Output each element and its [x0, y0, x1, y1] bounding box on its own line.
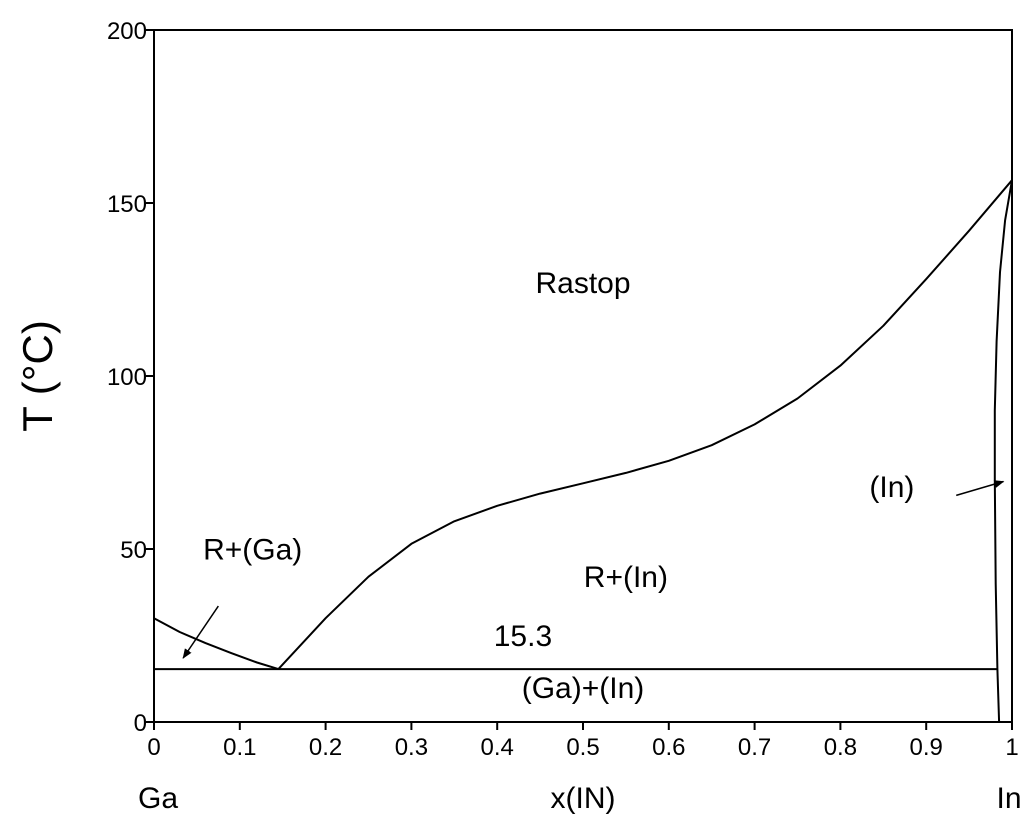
y-tick-label: 0 [134, 710, 147, 737]
x-tick-label: 1 [1005, 734, 1018, 761]
plot-frame [153, 29, 1013, 723]
x-tick-label: 0.4 [481, 734, 514, 761]
left-component-label: Ga [138, 782, 178, 815]
x-axis-title: x(IN) [551, 782, 616, 815]
x-tick-label: 0.6 [652, 734, 685, 761]
region-label: R+(Ga) [203, 533, 302, 566]
annotation-arrow [182, 605, 219, 659]
phase-boundary-line-1 [153, 617, 279, 671]
region-label: R+(In) [584, 561, 668, 594]
phase-boundary-line-2 [277, 179, 1013, 670]
y-tick-label: 200 [107, 18, 147, 45]
x-tick-label: 0.2 [309, 734, 342, 761]
region-label: Rastop [535, 267, 630, 300]
x-tick-label: 0.8 [824, 734, 857, 761]
region-labels: Rastop R+(Ga) R+(In) 15.3 (Ga)+(In) (In) [182, 267, 1005, 705]
x-tick-label: 0.9 [910, 734, 943, 761]
region-label: (In) [869, 471, 914, 504]
right-component-label: In [996, 782, 1021, 815]
x-tick-label: 0.3 [395, 734, 428, 761]
region-label: 15.3 [494, 620, 552, 653]
region-label: (Ga)+(In) [522, 672, 645, 705]
y-axis-ticks: 0 50 100 150 200 [107, 18, 154, 737]
y-tick-label: 150 [107, 191, 147, 218]
x-tick-label: 0 [147, 734, 160, 761]
y-tick-label: 50 [120, 537, 147, 564]
x-axis-ticks: 0 0.1 0.2 0.3 0.4 0.5 0.6 0.7 0.8 0.9 1 [147, 722, 1019, 761]
phase-boundary-line-3 [993, 180, 1013, 723]
y-axis-title: T (°C) [14, 320, 61, 432]
x-tick-label: 0.7 [738, 734, 771, 761]
y-tick-label: 100 [107, 364, 147, 391]
annotation-arrow [956, 480, 1005, 497]
x-tick-label: 0.5 [566, 734, 599, 761]
phase-boundaries [153, 179, 1013, 723]
x-tick-label: 0.1 [223, 734, 256, 761]
